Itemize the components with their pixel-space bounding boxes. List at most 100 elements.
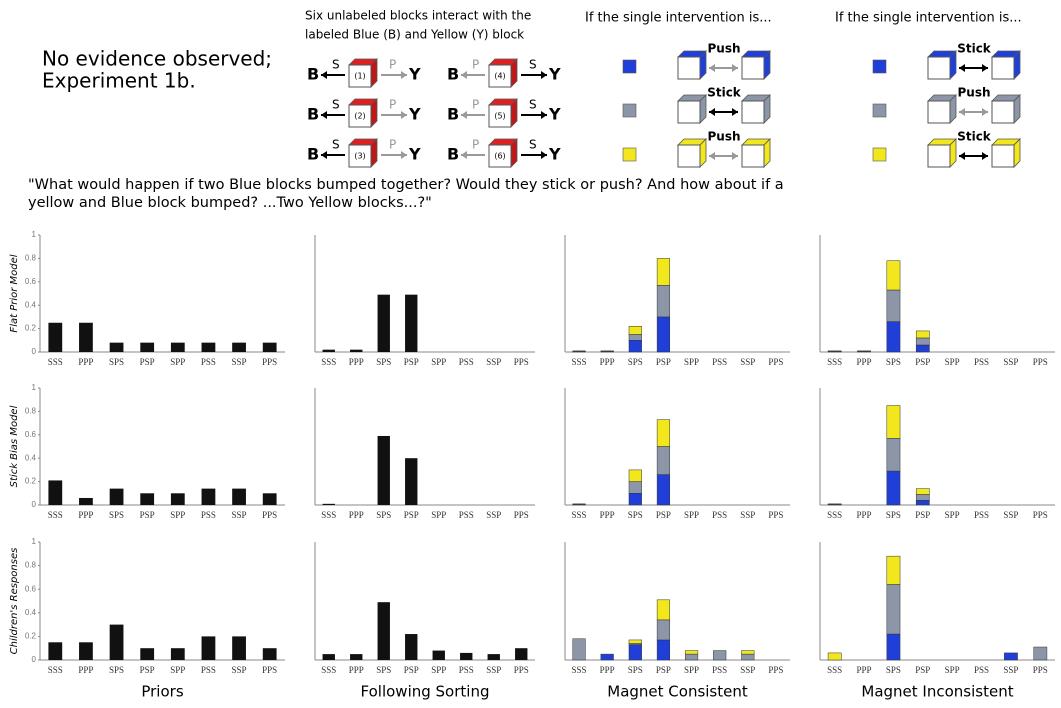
x-tick-label: SPP: [170, 357, 185, 367]
block-label: Y: [548, 65, 561, 84]
arrow-head: [461, 111, 467, 119]
cube-front: [928, 57, 950, 79]
x-tick-label: PSP: [915, 510, 930, 520]
x-tick-label: SSS: [572, 357, 587, 367]
arrow-head: [401, 111, 407, 119]
question: yellow and Blue block bumped? ...Two Yel…: [28, 195, 432, 211]
y-tick-label: 1: [32, 537, 37, 546]
x-tick-label: SSP: [486, 357, 501, 367]
x-tick-label: PPP: [349, 510, 364, 520]
x-tick-label: SPP: [945, 357, 960, 367]
x-tick-label: SSS: [321, 665, 336, 675]
bar-segment: [601, 654, 614, 660]
cube-front: [742, 145, 764, 167]
bar-segment: [629, 482, 642, 494]
bar: [202, 636, 216, 660]
x-tick-label: PPS: [514, 510, 529, 520]
x-tick-label: PPP: [349, 665, 364, 675]
bar: [110, 343, 124, 352]
x-tick-label: PPS: [768, 357, 783, 367]
x-tick-label: PSS: [712, 510, 727, 520]
block-id: (1): [354, 72, 365, 81]
x-tick-label: PPP: [78, 665, 93, 675]
relation: S: [529, 138, 537, 152]
x-tick-label: PSP: [404, 357, 419, 367]
swatch: [873, 148, 886, 161]
x-tick-label: SSP: [486, 665, 501, 675]
cube-front: [992, 57, 1014, 79]
x-tick-label: PPS: [1033, 357, 1048, 367]
bar: [140, 648, 154, 660]
relation: S: [529, 98, 537, 112]
arrow-head: [959, 108, 965, 116]
block-id: (2): [354, 112, 365, 121]
arrow-head: [709, 108, 715, 116]
relation: S: [332, 58, 340, 72]
bar-segment: [887, 322, 900, 352]
block-label: Y: [408, 105, 421, 124]
y-tick-label: 0.2: [25, 324, 37, 333]
diagram-title: labeled Blue (B) and Yellow (Y) block: [305, 28, 524, 42]
cube-front: [742, 101, 764, 123]
question: "What would happen if two Blue blocks bu…: [28, 177, 784, 193]
panel-title: If the single intervention is...: [585, 11, 772, 26]
bar: [171, 648, 185, 660]
y-tick-label: 0.4: [25, 300, 37, 309]
y-tick-label: 1: [32, 383, 37, 392]
bar: [79, 498, 93, 505]
arrow-head: [321, 71, 327, 79]
relation: P: [389, 58, 396, 72]
bar: [323, 504, 335, 505]
bar: [323, 654, 335, 660]
x-tick-label: SSP: [1003, 665, 1018, 675]
y-axis-label: Stick Bias Model: [9, 405, 20, 487]
y-tick-label: 0.8: [25, 254, 37, 263]
bar: [405, 458, 417, 505]
x-tick-label: PSP: [404, 665, 419, 675]
x-tick-label: PSP: [140, 510, 155, 520]
x-tick-label: PPS: [1033, 665, 1048, 675]
relation: P: [472, 98, 479, 112]
bar: [171, 493, 185, 505]
bar-segment: [828, 653, 841, 660]
y-tick-label: 0.2: [25, 477, 37, 486]
x-tick-label: SSP: [232, 510, 247, 520]
x-tick-label: PPP: [78, 357, 93, 367]
x-tick-label: SSP: [232, 357, 247, 367]
x-tick-label: PPS: [262, 357, 277, 367]
cube-front: [678, 145, 700, 167]
arrow-head: [709, 64, 715, 72]
x-tick-label: SPP: [945, 510, 960, 520]
x-tick-label: PSS: [201, 665, 216, 675]
bar-segment: [657, 447, 670, 475]
y-tick-label: 1: [32, 230, 37, 239]
bar: [79, 642, 93, 660]
arrow-head: [959, 64, 965, 72]
relation: S: [529, 58, 537, 72]
x-tick-label: SPS: [628, 665, 643, 675]
x-tick-label: SPS: [376, 357, 391, 367]
cube-front: [678, 57, 700, 79]
arrow-head: [401, 151, 407, 159]
x-tick-label: SSS: [572, 665, 587, 675]
x-tick-label: PSS: [974, 357, 989, 367]
header-line: Experiment 1b.: [42, 69, 196, 93]
block-label: B: [307, 145, 319, 164]
bar-segment: [657, 620, 670, 640]
relation: P: [389, 138, 396, 152]
x-tick-label: PPP: [857, 357, 872, 367]
bar: [378, 436, 390, 505]
block-id: (5): [494, 112, 505, 121]
arrow-head: [321, 151, 327, 159]
x-tick-label: SSP: [232, 665, 247, 675]
y-axis-label: Children's Responses: [9, 548, 20, 655]
bar-segment: [857, 351, 870, 352]
x-tick-label: SPS: [109, 665, 124, 675]
bar-segment: [887, 438, 900, 471]
x-tick-label: PPS: [1033, 510, 1048, 520]
arrow-head: [541, 71, 547, 79]
x-tick-label: SPS: [628, 510, 643, 520]
y-tick-label: 0: [32, 655, 37, 664]
x-tick-label: PSS: [712, 357, 727, 367]
bar: [202, 489, 216, 505]
